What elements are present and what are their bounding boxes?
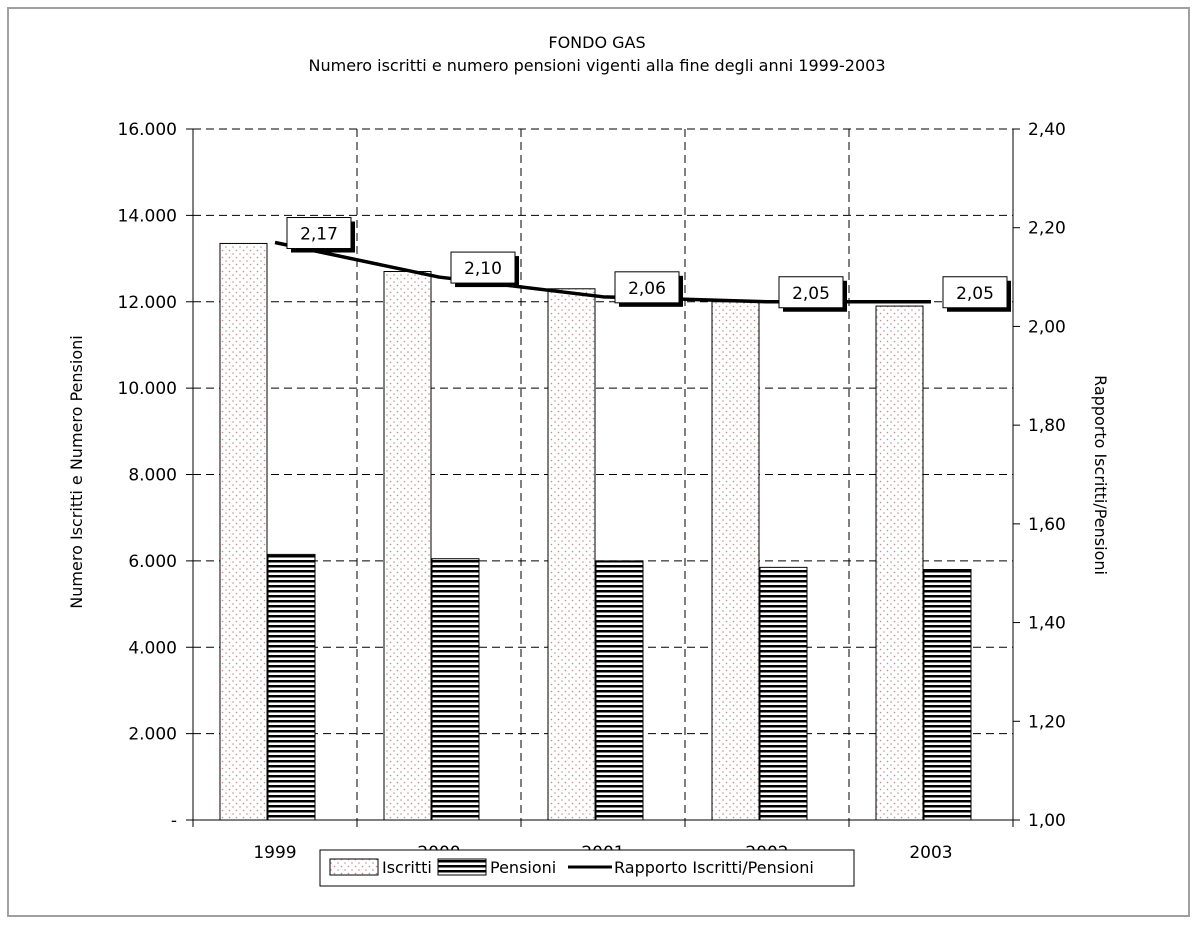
data-label-box xyxy=(778,276,844,309)
y2-tick-label: 1,60 xyxy=(1028,515,1066,535)
data-label-box xyxy=(614,271,680,304)
bar-pensioni xyxy=(267,553,316,821)
legend-swatch-iscritti xyxy=(329,858,379,876)
data-label: 2,05 xyxy=(792,284,830,304)
data-label: 2,17 xyxy=(300,225,338,245)
y-tick-label: 12.000 xyxy=(118,293,177,313)
bar-iscritti xyxy=(219,242,268,821)
bar-pensioni xyxy=(595,560,644,821)
chart-subtitle: Numero iscritti e numero pensioni vigent… xyxy=(309,56,886,75)
bar-iscritti xyxy=(547,288,596,821)
y-tick-label: 8.000 xyxy=(128,466,177,486)
right-tick-labels: 1,00 1,20 1,40 1,60 1,80 2,00 2,20 2,40 xyxy=(1013,120,1066,831)
y2-tick-label: 1,20 xyxy=(1028,712,1066,732)
y-tick-label: 6.000 xyxy=(128,552,177,572)
legend-label-iscritti: Iscritti xyxy=(382,858,432,877)
y2-tick-label: 2,40 xyxy=(1028,120,1066,140)
legend-label-pensioni: Pensioni xyxy=(490,858,556,877)
bar-iscritti xyxy=(711,301,760,821)
bar-iscritti xyxy=(875,305,924,821)
data-label-box xyxy=(942,276,1008,309)
y2-tick-label: 1,80 xyxy=(1028,416,1066,436)
bar-pensioni xyxy=(431,558,480,821)
y2-tick-label: 2,00 xyxy=(1028,317,1066,337)
y2-tick-label: 1,40 xyxy=(1028,614,1066,634)
y2-tick-label: 1,00 xyxy=(1028,811,1066,831)
chart-title: FONDO GAS xyxy=(548,33,645,52)
left-tick-labels: - 2.000 4.000 6.000 8.000 10.000 12.000 14.000 1… xyxy=(118,120,193,831)
data-label: 2,06 xyxy=(628,279,666,299)
data-label: 2,10 xyxy=(464,259,502,279)
y-tick-label: - xyxy=(171,811,177,831)
y-tick-label: 16.000 xyxy=(118,120,177,140)
bars-group xyxy=(219,242,972,821)
category-label: 2003 xyxy=(909,843,952,863)
y-tick-label: 10.000 xyxy=(118,379,177,399)
y-tick-label: 4.000 xyxy=(128,638,177,658)
y-axis-title: Numero Iscritti e Numero Pensioni xyxy=(67,335,86,608)
category-label: 1999 xyxy=(253,843,296,863)
bar-pensioni xyxy=(759,566,808,821)
bar-iscritti xyxy=(383,271,432,821)
y-tick-label: 2.000 xyxy=(128,725,177,745)
y-tick-label: 14.000 xyxy=(118,206,177,226)
bar-pensioni xyxy=(923,569,972,821)
legend: Iscritti Pensioni Rapporto Iscritti/Pens… xyxy=(319,849,855,887)
y2-tick-label: 2,20 xyxy=(1028,219,1066,239)
data-label-box xyxy=(450,251,516,284)
data-label-box xyxy=(286,217,352,250)
legend-swatch-pensioni xyxy=(437,858,487,876)
legend-label-rapporto: Rapporto Iscritti/Pensioni xyxy=(614,858,814,877)
ratio-data-labels: 2,17 2,10 2,06 2,05 2,05 xyxy=(286,217,1011,312)
data-label: 2,05 xyxy=(956,284,994,304)
y2-axis-title: Rapporto Iscritti/Pensioni xyxy=(1091,375,1110,575)
